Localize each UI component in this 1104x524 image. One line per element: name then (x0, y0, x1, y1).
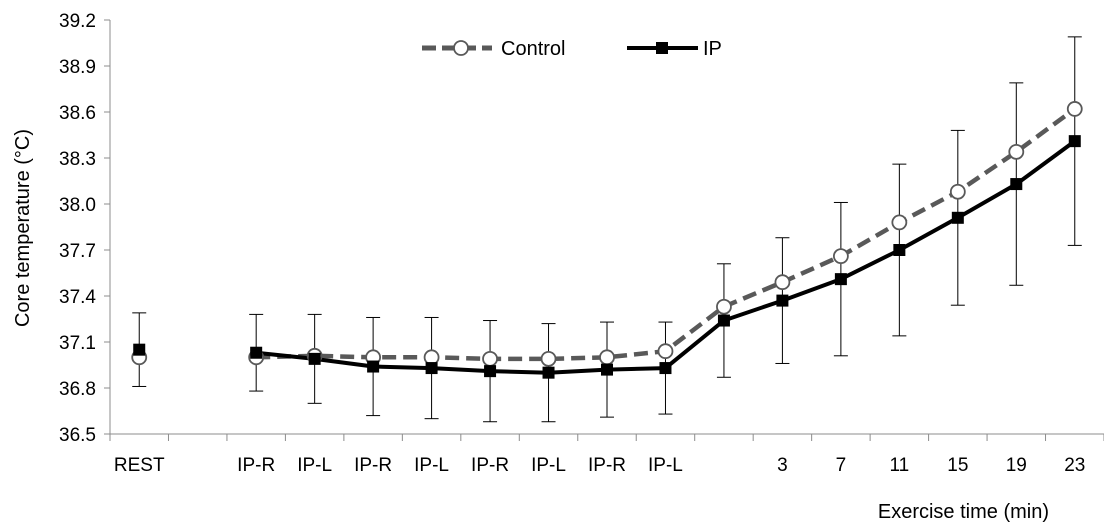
control-point (716, 298, 732, 315)
y-tick-label: 37.7 (59, 241, 96, 262)
ip-point (1068, 135, 1081, 148)
y-tick-label: 37.4 (59, 287, 96, 308)
y-ticks: 36.5 36.8 37.1 37.4 37.7 38.0 38.3 38.6 38.9 39.2 (59, 11, 110, 446)
x-tick-label: IP-R (471, 455, 509, 476)
x-tick-label: 7 (836, 455, 847, 476)
ip-point (250, 346, 263, 359)
x-tick-label: IP-R (588, 455, 626, 476)
legend-ip-marker (656, 42, 668, 54)
ip-point (951, 211, 964, 224)
ip-point (484, 365, 497, 378)
ip-point (776, 294, 789, 307)
x-tick-label: 11 (889, 455, 909, 476)
y-tick-label: 36.5 (59, 425, 96, 446)
y-tick-label: 38.9 (59, 57, 96, 78)
legend-item-ip: IP (627, 38, 722, 60)
ip-point (834, 273, 847, 286)
ip-point (367, 360, 380, 373)
x-tick-label: IP-R (354, 455, 392, 476)
control-point (949, 183, 966, 200)
x-tick-label: 23 (1064, 455, 1085, 476)
control-point (1008, 143, 1025, 160)
x-tick-label: IP-R (237, 455, 275, 476)
control-point (774, 274, 791, 291)
legend-item-control: Control (422, 38, 565, 60)
legend: Control IP (422, 38, 722, 60)
ip-point (893, 244, 906, 256)
x-ticks: REST IP-R IP-L IP-R IP-L IP-R IP-L IP-R IP-L 3 7 11… (109, 434, 1104, 476)
control-point (891, 214, 908, 231)
legend-control-label: Control (501, 38, 565, 60)
y-tick-label: 39.2 (59, 11, 96, 32)
y-axis-title: Core temperature (°C) (12, 129, 34, 327)
control-point (832, 248, 849, 265)
x-tick-label: 19 (1006, 455, 1027, 476)
legend-control-marker (453, 40, 469, 56)
ip-point (133, 343, 146, 356)
series-line-control (256, 107, 1077, 362)
ip-point (542, 366, 555, 379)
y-tick-label: 38.0 (59, 195, 96, 216)
control-point (1066, 101, 1083, 117)
axes (109, 20, 1104, 435)
ip-point (308, 352, 321, 365)
ip-point (717, 314, 730, 327)
y-tick-label: 38.6 (59, 103, 96, 124)
ip-point (601, 363, 613, 376)
ip-point (1010, 178, 1023, 191)
y-tick-label: 38.3 (59, 149, 96, 170)
control-point (657, 343, 674, 360)
control-point (540, 350, 557, 367)
x-tick-label: IP-L (414, 455, 449, 476)
y-tick-label: 36.8 (59, 379, 96, 400)
ip-point (425, 362, 438, 375)
x-tick-label: 15 (947, 455, 968, 476)
y-tick-label: 37.1 (59, 333, 96, 354)
x-tick-label: 3 (777, 455, 788, 476)
legend-ip-label: IP (703, 38, 722, 60)
control-point (599, 349, 615, 366)
x-tick-label: IP-L (531, 455, 566, 476)
x-tick-label: IP-L (648, 455, 683, 476)
x-tick-label: IP-L (297, 455, 332, 476)
ip-point (659, 362, 672, 375)
x-tick-label: REST (114, 455, 165, 476)
control-point (482, 350, 498, 367)
x-axis-title: Exercise time (min) (878, 501, 1049, 523)
series-layer (131, 101, 1083, 379)
